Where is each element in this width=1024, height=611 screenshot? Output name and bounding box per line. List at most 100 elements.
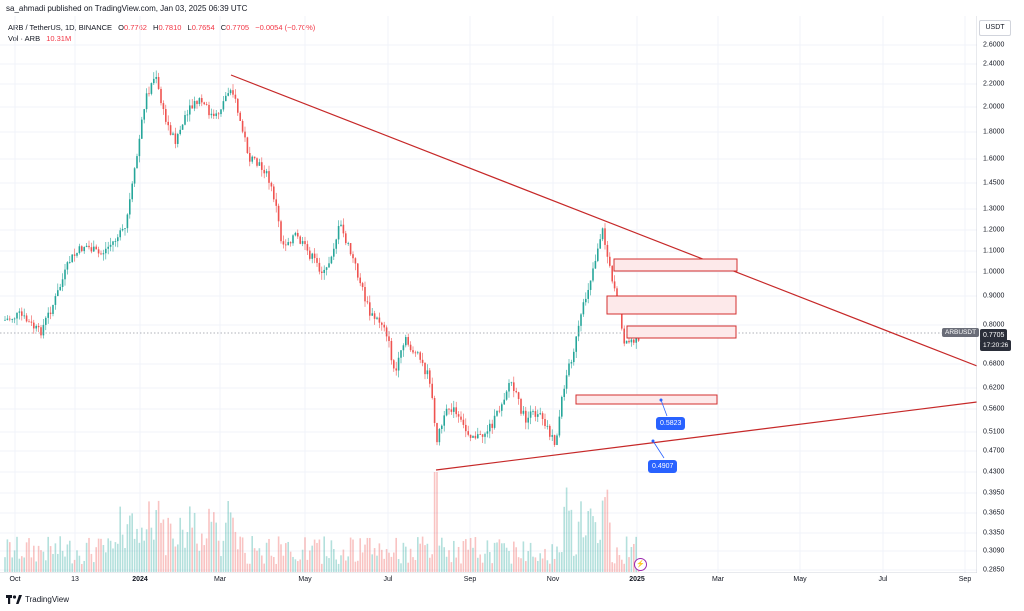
candle-body — [532, 411, 534, 412]
candle-body — [513, 382, 515, 391]
volume-bar — [4, 557, 6, 572]
volume-bar — [253, 548, 256, 572]
time-tick-label: May — [298, 576, 312, 583]
candle-body — [621, 305, 623, 329]
candle-body — [381, 322, 383, 325]
candle-body — [66, 262, 69, 270]
volume-bar — [275, 563, 277, 572]
currency-button[interactable]: USDT — [979, 20, 1011, 36]
price-tick-label: 0.3090 — [983, 547, 1005, 555]
price-callout-2[interactable]: 0.4907 — [648, 460, 678, 473]
time-tick-label: Jul — [878, 576, 888, 583]
candle-body — [253, 156, 256, 159]
volume-bar — [121, 534, 124, 572]
close-value: 0.7705 — [226, 23, 250, 32]
descending-trendline[interactable] — [230, 74, 977, 367]
candle-body — [155, 76, 157, 79]
volume-bar — [251, 536, 253, 572]
candle-body — [54, 296, 57, 305]
candle-body — [49, 312, 52, 314]
candle-body — [369, 302, 371, 316]
price-axis[interactable]: 2.6000 2.4000 2.2000 2.0000 1.8000 1.6000 1.45… — [977, 16, 1024, 576]
candle-body — [445, 408, 448, 416]
volume-bar — [306, 559, 309, 572]
volume-bar — [249, 563, 251, 572]
candle-body — [169, 125, 172, 135]
candle-body — [575, 336, 577, 352]
candle-body — [541, 413, 544, 420]
volume-bar — [539, 553, 541, 572]
candle-body — [325, 267, 328, 270]
publisher-credit: sa_ahmadi published on TradingView.com, … — [6, 4, 248, 13]
volume-bar — [93, 562, 95, 572]
candle-body — [37, 325, 40, 328]
candle-body — [64, 269, 66, 280]
volume-bar — [61, 550, 64, 572]
candle-body — [592, 268, 594, 281]
volume-bar — [570, 509, 573, 572]
volume-bar — [321, 563, 323, 572]
volume-bar — [239, 536, 241, 572]
volume-bar — [551, 544, 553, 572]
candle-body — [601, 228, 604, 240]
candle-body — [136, 156, 138, 169]
volume-bar — [448, 550, 450, 572]
volume-bar — [246, 563, 249, 572]
candle-body — [558, 416, 561, 436]
candle-body — [433, 398, 436, 423]
ascending-trendline[interactable] — [435, 401, 977, 471]
price-callout-1[interactable]: 0.5823 — [656, 417, 686, 430]
price-tick-label: 0.6200 — [983, 384, 1005, 392]
volume-bar — [537, 560, 539, 572]
candle-body — [537, 414, 539, 417]
candle-body — [203, 102, 205, 105]
candle-body — [241, 120, 244, 132]
candle-body — [177, 134, 179, 144]
volume-bar — [400, 563, 402, 572]
volume-bar — [100, 538, 102, 572]
time-axis[interactable]: Oct 13 2024 Mar May Jul Sep Nov 2025 Mar May Jul Sep — [0, 573, 977, 587]
candle-body — [112, 241, 114, 245]
candle-body — [460, 416, 462, 420]
resistance-zone-3[interactable] — [626, 325, 737, 339]
volume-bar — [90, 553, 93, 572]
volume-bar — [234, 531, 237, 572]
flash-icon[interactable]: ⚡ — [634, 558, 647, 571]
volume-bar — [124, 548, 126, 572]
open-key: O — [118, 23, 124, 32]
candle-body — [30, 321, 33, 323]
candle-body — [628, 340, 630, 343]
volume-bar — [21, 556, 23, 572]
candle-body — [469, 434, 472, 438]
candle-body — [229, 90, 232, 94]
candle-body — [328, 263, 330, 268]
candle-body — [78, 246, 81, 253]
candle-body — [594, 260, 597, 269]
volume-bar — [181, 529, 184, 572]
candle-body — [172, 133, 174, 135]
volume-bar — [268, 538, 270, 572]
chart-pane[interactable] — [0, 0, 977, 573]
candle-body — [352, 254, 354, 259]
volume-bar — [397, 559, 400, 572]
volume-bar — [347, 556, 349, 572]
volume-bar — [141, 527, 143, 572]
candle-body — [217, 113, 220, 115]
volume-bar — [186, 531, 189, 572]
candle-body — [4, 319, 6, 321]
symbol-name[interactable]: ARB / TetherUS, 1D, BINANCE — [8, 23, 113, 32]
volume-bar — [237, 549, 239, 572]
resistance-zone-1[interactable] — [613, 258, 738, 272]
candle-body — [121, 228, 124, 231]
price-tick-label: 2.6000 — [983, 41, 1005, 49]
candle-body — [273, 186, 275, 200]
candle-body — [61, 279, 64, 287]
volume-bar — [553, 558, 556, 572]
support-zone[interactable] — [575, 394, 718, 405]
volume-label[interactable]: Vol · ARB — [8, 34, 41, 43]
volume-bar — [83, 560, 85, 572]
candle-body — [157, 76, 160, 89]
resistance-zone-2[interactable] — [606, 295, 737, 315]
candle-body — [88, 245, 90, 248]
candle-body — [33, 322, 35, 329]
